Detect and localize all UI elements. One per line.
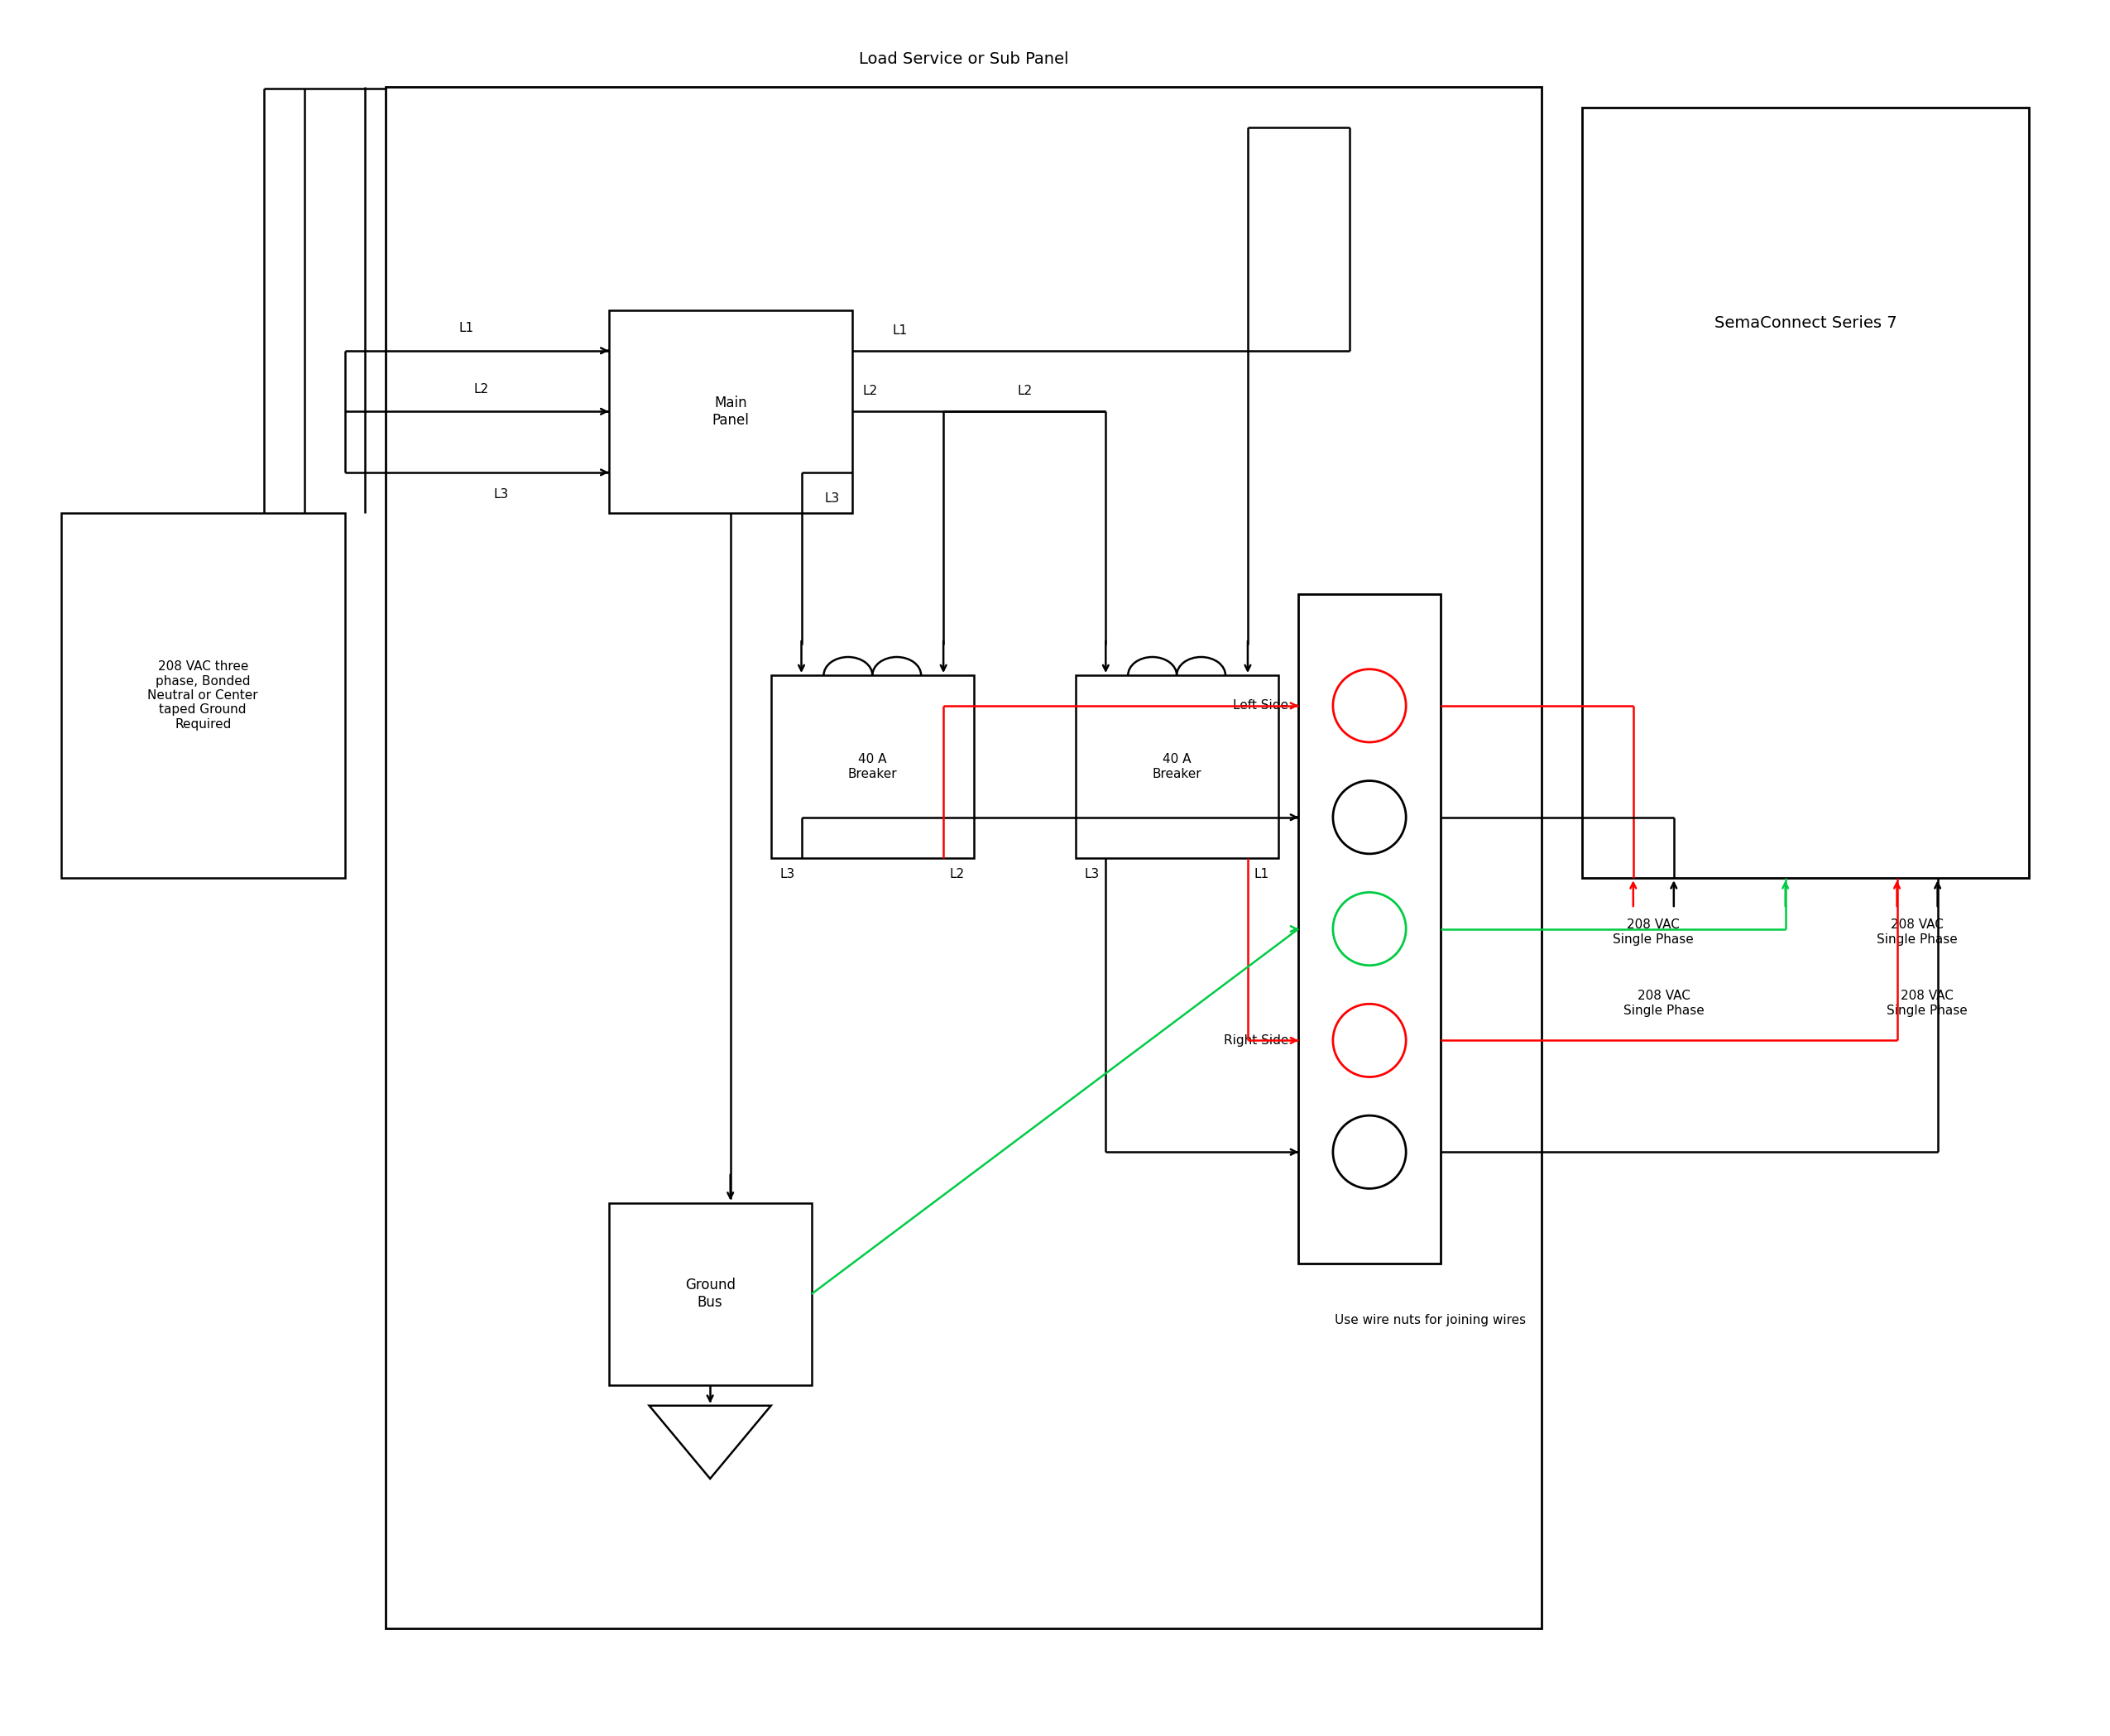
Text: 40 A
Breaker: 40 A Breaker — [1152, 753, 1201, 779]
Text: 208 VAC
Single Phase: 208 VAC Single Phase — [1612, 918, 1694, 946]
Text: 208 VAC three
phase, Bonded
Neutral or Center
taped Ground
Required: 208 VAC three phase, Bonded Neutral or C… — [148, 660, 257, 731]
Bar — [1582, 108, 2030, 878]
Text: Right Side: Right Side — [1224, 1035, 1289, 1047]
Circle shape — [1334, 668, 1405, 743]
Bar — [61, 512, 344, 878]
Text: Use wire nuts for joining wires: Use wire nuts for joining wires — [1336, 1314, 1526, 1326]
Text: L2: L2 — [473, 384, 487, 396]
Text: L2: L2 — [949, 868, 964, 880]
Text: L2: L2 — [863, 385, 878, 398]
Bar — [608, 311, 852, 512]
Text: SemaConnect Series 7: SemaConnect Series 7 — [1715, 316, 1897, 332]
Bar — [386, 87, 1542, 1628]
Text: Load Service or Sub Panel: Load Service or Sub Panel — [859, 50, 1068, 66]
Bar — [770, 675, 975, 858]
Circle shape — [1334, 1116, 1405, 1189]
Text: L3: L3 — [494, 488, 509, 502]
Bar — [1298, 594, 1441, 1264]
Text: 208 VAC
Single Phase: 208 VAC Single Phase — [1876, 918, 1958, 946]
Text: L2: L2 — [1017, 385, 1032, 398]
Bar — [1076, 675, 1279, 858]
Circle shape — [1334, 1003, 1405, 1076]
Text: Ground
Bus: Ground Bus — [686, 1278, 736, 1311]
Circle shape — [1334, 892, 1405, 965]
Text: Main
Panel: Main Panel — [711, 396, 749, 427]
Text: L1: L1 — [460, 321, 475, 335]
Text: L1: L1 — [893, 325, 907, 337]
Text: L3: L3 — [825, 493, 840, 505]
Text: 208 VAC
Single Phase: 208 VAC Single Phase — [1623, 990, 1705, 1017]
Text: 40 A
Breaker: 40 A Breaker — [848, 753, 897, 779]
Circle shape — [1334, 781, 1405, 854]
Text: L3: L3 — [1085, 868, 1099, 880]
Text: L3: L3 — [781, 868, 795, 880]
Text: 208 VAC
Single Phase: 208 VAC Single Phase — [1886, 990, 1969, 1017]
Text: L1: L1 — [1253, 868, 1268, 880]
Bar — [608, 1203, 812, 1385]
Text: Left Side: Left Side — [1232, 700, 1289, 712]
